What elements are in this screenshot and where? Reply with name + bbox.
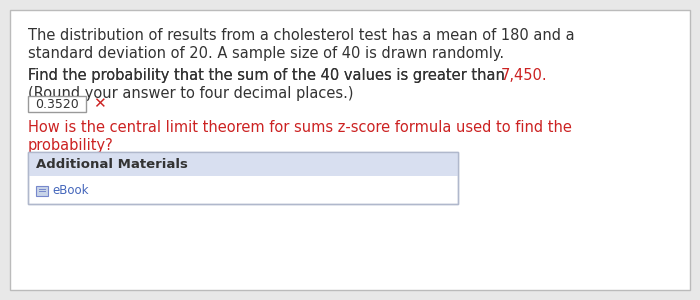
Text: standard deviation of 20. A sample size of 40 is drawn randomly.: standard deviation of 20. A sample size … (28, 46, 504, 61)
Text: 0.3520: 0.3520 (35, 98, 79, 110)
FancyBboxPatch shape (28, 152, 458, 176)
Text: How is the central limit theorem for sums z-score formula used to find the: How is the central limit theorem for sum… (28, 120, 572, 135)
Text: The distribution of results from a cholesterol test has a mean of 180 and a: The distribution of results from a chole… (28, 28, 575, 43)
Text: Find the probability that the sum of the 40 values is greater than: Find the probability that the sum of the… (28, 68, 510, 83)
Text: Additional Materials: Additional Materials (36, 158, 188, 170)
FancyBboxPatch shape (28, 96, 86, 112)
FancyBboxPatch shape (36, 186, 48, 196)
Text: (Round your answer to four decimal places.): (Round your answer to four decimal place… (28, 86, 354, 101)
Text: Find the probability that the sum of the 40 values is greater than: Find the probability that the sum of the… (28, 68, 510, 83)
Text: ✕: ✕ (93, 97, 106, 112)
Text: probability?: probability? (28, 138, 113, 153)
Text: eBook: eBook (52, 184, 88, 197)
FancyBboxPatch shape (28, 152, 458, 204)
FancyBboxPatch shape (10, 10, 690, 290)
Text: 7,450.: 7,450. (500, 68, 547, 83)
